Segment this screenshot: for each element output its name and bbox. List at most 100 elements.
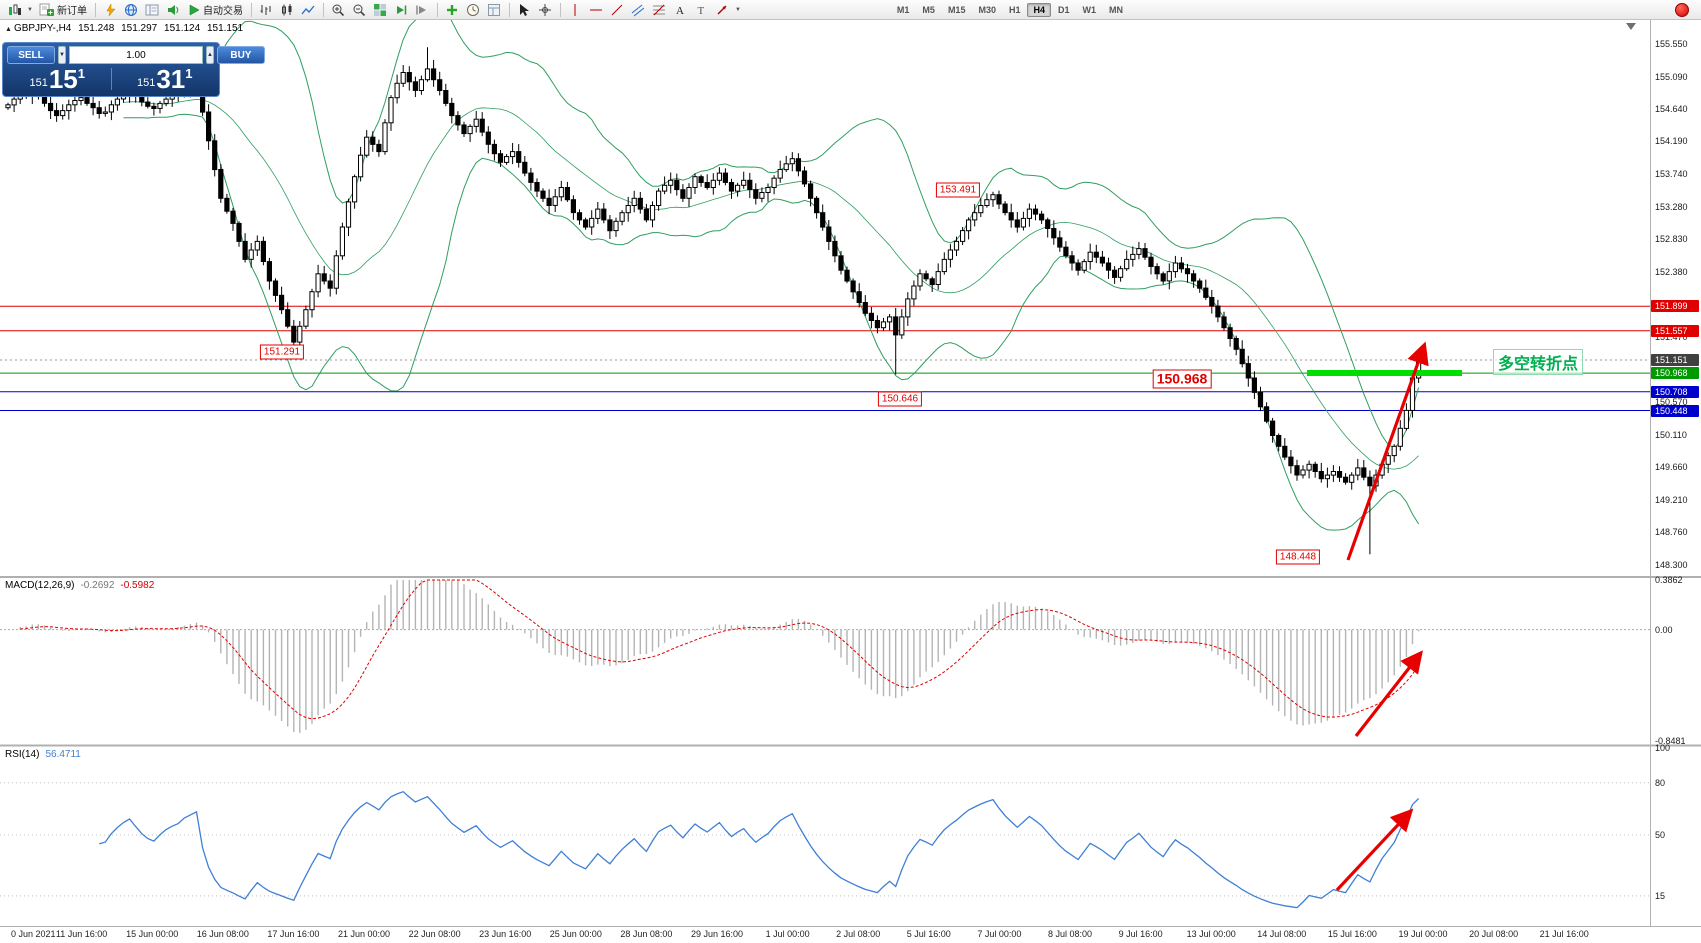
fibonacci-icon[interactable] <box>649 0 670 19</box>
quote-open: 151.248 <box>78 23 115 34</box>
price-scale-label: 148.760 <box>1655 526 1688 537</box>
macd-scale-label: 0.3862 <box>1655 575 1683 585</box>
price-scale-badge: 151.557 <box>1651 324 1699 337</box>
chart-line-icon[interactable] <box>298 0 319 19</box>
vertical-line-icon[interactable] <box>565 0 586 19</box>
price-scale[interactable]: 155.550 155.090 154.640 154.190 153.740 153.2… <box>1650 0 1701 926</box>
price-scale-label: 153.280 <box>1655 201 1688 212</box>
price-annotation-box[interactable]: 150.968 <box>1152 369 1212 389</box>
periods-icon[interactable] <box>463 0 484 19</box>
macd-scale-label: -0.8481 <box>1655 736 1686 746</box>
timeframe-m15[interactable]: M15 <box>947 4 966 15</box>
timeframe-m1[interactable]: M1 <box>896 4 910 15</box>
price-scale-label: 148.300 <box>1655 559 1688 570</box>
price-scale-label: 151.470 <box>1655 332 1688 343</box>
macd-scale-label: 0.00 <box>1655 624 1673 635</box>
rsi-value: 56.4711 <box>45 749 81 760</box>
new-order-label: 新订单 <box>56 6 87 17</box>
macd-main-value: -0.2692 <box>80 580 115 591</box>
price-scale-badge: 151.151 <box>1651 353 1699 366</box>
price-scale-label: 154.190 <box>1655 136 1688 147</box>
text-label-icon[interactable]: T <box>691 0 712 19</box>
price-scale-label: 149.210 <box>1655 494 1688 505</box>
sell-button[interactable]: SELL <box>7 46 55 64</box>
timeframe-m30[interactable]: M30 <box>978 4 996 15</box>
main-toolbar: ▼ 新订单 自动交易 A T ▼ M1 M5 M15 M30 H1 H4 D1 W1 MN <box>0 0 1701 20</box>
rsi-scale-label: 100 <box>1655 743 1671 753</box>
price-scale-badge: 150.968 <box>1651 367 1699 380</box>
turning-point-annotation[interactable]: 多空转折点 <box>1493 349 1584 375</box>
new-chart-dropdown-icon[interactable]: ▼ <box>27 6 33 13</box>
volume-decrease-button[interactable]: ▼ <box>58 46 66 64</box>
rsi-scale-label: 80 <box>1655 777 1666 788</box>
new-chart-icon[interactable] <box>4 0 25 19</box>
buy-button[interactable]: BUY <box>216 46 265 64</box>
quote-low: 151.124 <box>164 23 201 34</box>
indicators-icon[interactable] <box>442 0 463 19</box>
chart-bars-icon[interactable] <box>256 0 277 19</box>
price-scale-label: 153.740 <box>1655 168 1688 179</box>
sounds-icon[interactable] <box>163 0 184 19</box>
rsi-scale-label: 15 <box>1655 890 1666 901</box>
horizontal-line-icon[interactable] <box>586 0 607 19</box>
zoom-out-icon[interactable] <box>349 0 370 19</box>
history-center-icon[interactable] <box>100 0 121 19</box>
price-scale-label: 155.550 <box>1655 38 1688 49</box>
price-scale-label: 149.660 <box>1655 462 1688 473</box>
price-scale-label: 152.830 <box>1655 234 1688 245</box>
volume-increase-button[interactable]: ▲ <box>205 46 214 64</box>
price-scale-badge: 150.708 <box>1651 385 1699 398</box>
symbol-period: GBPJPY-,H4 <box>13 23 72 34</box>
chart-shift-icon[interactable] <box>412 0 433 19</box>
bid-price-display: 151 15 1 <box>29 64 85 94</box>
arrows-dropdown-icon[interactable]: ▼ <box>734 6 741 13</box>
timeframe-h4[interactable]: H4 <box>1027 2 1051 17</box>
price-annotation-box[interactable]: 153.491 <box>935 182 981 198</box>
svg-text:T: T <box>698 5 705 17</box>
ask-price-display: 151 31 1 <box>136 64 193 94</box>
rsi-scale-label: 50 <box>1655 830 1666 840</box>
timeframe-h1[interactable]: H1 <box>1008 4 1021 15</box>
svg-text:A: A <box>676 5 684 17</box>
new-order-button[interactable]: 新订单 <box>35 1 91 19</box>
price-annotation-box[interactable]: 151.291 <box>259 344 305 360</box>
cursor-icon[interactable] <box>514 0 535 19</box>
auto-scroll-icon[interactable] <box>391 0 412 19</box>
chart-quote-line: ▲ GBPJPY-,H4 151.248 151.297 151.124 151.… <box>5 23 247 34</box>
price-divider <box>110 68 112 90</box>
quote-close: 151.151 <box>206 23 244 34</box>
crosshair-icon[interactable] <box>535 0 556 19</box>
macd-signal-value: -0.5982 <box>120 580 155 591</box>
market-watch-icon[interactable] <box>121 0 142 19</box>
price-scale-badge: 150.448 <box>1651 404 1699 417</box>
chart-candles-icon[interactable] <box>277 0 298 19</box>
macd-label: MACD(12,26,9) -0.2692 -0.5982 <box>5 580 155 591</box>
price-scale-label: 154.640 <box>1655 104 1688 115</box>
price-scale-label: 150.110 <box>1655 429 1687 440</box>
templates-icon[interactable] <box>484 0 505 19</box>
expert-status-icon[interactable] <box>1675 2 1689 17</box>
price-scale-badge: 151.899 <box>1651 300 1699 313</box>
auto-trading-button[interactable]: 自动交易 <box>184 1 247 19</box>
tile-windows-icon[interactable] <box>370 0 391 19</box>
timeframe-m5[interactable]: M5 <box>922 4 935 15</box>
auto-trading-label: 自动交易 <box>202 6 243 17</box>
navigator-icon[interactable] <box>142 0 163 19</box>
volume-input[interactable] <box>68 46 203 64</box>
quote-high: 151.297 <box>121 23 158 34</box>
timeframe-d1[interactable]: D1 <box>1058 4 1070 15</box>
trendline-icon[interactable] <box>607 0 628 19</box>
zoom-in-icon[interactable] <box>328 0 349 19</box>
price-annotation-box[interactable]: 148.448 <box>1275 549 1321 565</box>
chart-shift-marker[interactable] <box>1626 23 1636 30</box>
text-icon[interactable]: A <box>670 0 691 19</box>
symbol-triangle-icon: ▲ <box>5 26 12 33</box>
timeframe-mn[interactable]: MN <box>1109 4 1124 15</box>
price-annotation-box[interactable]: 150.646 <box>877 391 923 407</box>
timeframe-w1[interactable]: W1 <box>1082 4 1097 15</box>
arrows-icon[interactable] <box>712 0 733 19</box>
equidistant-channel-icon[interactable] <box>628 0 649 19</box>
rsi-label: RSI(14) 56.4711 <box>5 749 81 760</box>
